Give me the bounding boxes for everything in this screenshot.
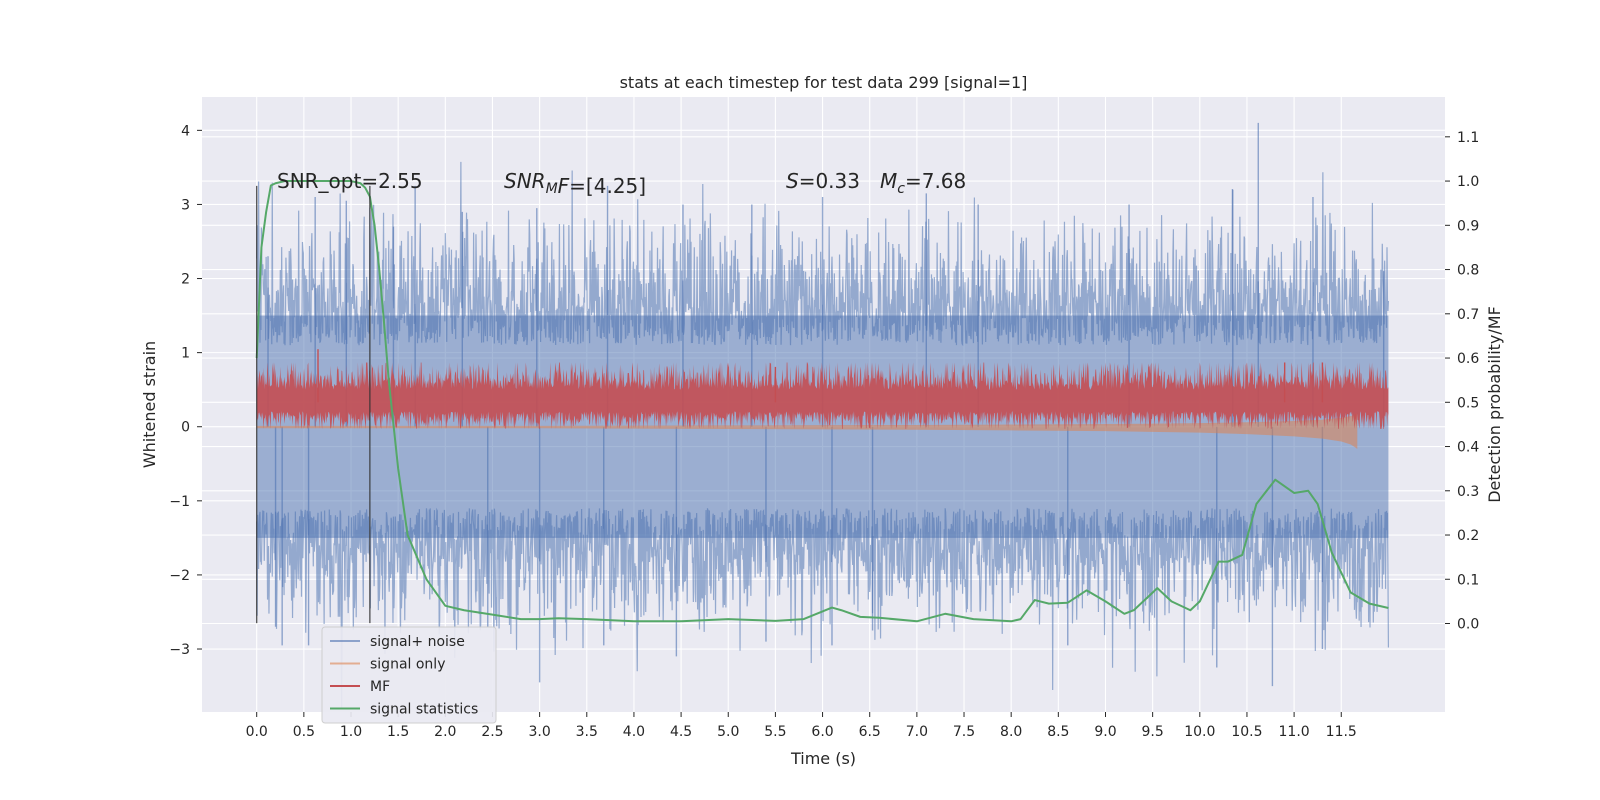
y2-tick-label: 0.9 [1457,218,1479,234]
x-tick-label: 0.5 [293,724,315,740]
annotation-s: S=0.33 [786,169,860,193]
annotation-snr-mf-main: SNR [504,169,546,193]
signal-noise-lower [256,507,1390,708]
plot-content [255,122,1390,708]
signal-statistics-line [255,180,1389,623]
x-tick-label: 8.0 [1000,724,1022,740]
markers [256,185,371,624]
x-tick-label: 6.0 [811,724,833,740]
y2-axis-label: Detection probability/MF [1485,306,1504,503]
x-axis: 0.0 0.5 1.0 1.5 2.0 2.5 3.0 3.5 4.0 4.5 5.0 5.5 6.0 6… [246,712,1357,740]
y2-tick-label: 0.0 [1457,617,1479,633]
series-mf [256,349,1389,429]
x-tick-label: 3.0 [528,724,550,740]
annotation-mc-main: M [880,169,897,193]
x-tick-label: 11.0 [1279,724,1310,740]
x-tick-label: 9.0 [1094,724,1116,740]
x-tick-label: 7.0 [906,724,928,740]
y-tick-label: −1 [169,494,190,510]
y2-tick-label: 0.1 [1457,572,1479,588]
x-tick-label: 7.5 [953,724,975,740]
y2-tick-label: 0.3 [1457,484,1479,500]
y2-tick-label: 1.1 [1457,130,1479,146]
x-tick-label: 0.0 [246,724,268,740]
legend-label: signal statistics [370,702,478,718]
y-axis-label: Whitened strain [140,341,159,468]
annotation-s-main: S [786,169,799,193]
series-signal-only [256,413,1358,449]
x-axis-label: Time (s) [790,749,856,768]
y-axis-right: 1.1 1.0 0.9 0.8 0.7 0.6 0.5 0.4 0.3 0.2 0.1 0.0 [1445,130,1479,633]
y2-tick-label: 0.8 [1457,263,1479,279]
x-tick-label: 11.5 [1326,724,1357,740]
series-signal-statistics [255,180,1389,623]
y-tick-label: −2 [169,568,190,584]
annotations: SNR_opt=2.55 SNRMF=[4.25] S=0.33 Mc=7.68 [277,169,966,198]
x-tick-label: 10.5 [1231,724,1262,740]
y-tick-label: 3 [181,197,190,213]
x-tick-label: 4.0 [623,724,645,740]
y-tick-label: 4 [181,123,190,139]
annotation-snr-mf-f: F [558,174,570,198]
signal-only-area [256,413,1358,449]
annotation-snr-mf-num: =[4.25] [569,174,646,198]
y-tick-label: 1 [181,346,190,362]
x-tick-label: 1.5 [387,724,409,740]
mf-area [256,362,1389,429]
annotation-snr-mf: SNRMF=[4.25] [504,169,646,198]
y2-tick-label: 0.6 [1457,351,1479,367]
y2-tick-label: 0.4 [1457,440,1479,456]
y-axis-left: 4 3 2 1 0 −1 −2 −3 [169,123,202,658]
x-tick-label: 5.0 [717,724,739,740]
legend-box [321,626,497,724]
y-tick-label: −3 [169,642,190,658]
x-tick-label: 10.0 [1184,724,1215,740]
x-tick-label: 4.5 [670,724,692,740]
x-tick-label: 2.0 [434,724,456,740]
y2-tick-label: 0.5 [1457,395,1479,411]
legend-label: signal+ noise [370,634,465,650]
annotation-mc-sub: c [897,181,905,197]
legend: signal+ noise signal only MF signal statist… [321,626,497,724]
y2-tick-label: 1.0 [1457,174,1479,190]
y-tick-label: 0 [181,420,190,436]
y2-tick-label: 0.2 [1457,528,1479,544]
annotation-mc-value: =7.68 [905,169,966,193]
annotation-snr-opt: SNR_opt=2.55 [277,169,423,193]
x-tick-label: 5.5 [764,724,786,740]
x-tick-label: 9.5 [1142,724,1164,740]
legend-label: signal only [370,657,445,673]
y2-tick-label: 0.7 [1457,307,1479,323]
x-tick-label: 3.5 [576,724,598,740]
x-tick-label: 8.5 [1047,724,1069,740]
chart-title: stats at each timestep for test data 299… [620,73,1028,92]
annotation-s-value: =0.33 [799,169,860,193]
legend-label: MF [370,679,390,695]
x-tick-label: 1.0 [340,724,362,740]
annotation-mc: Mc=7.68 [880,169,966,197]
annotation-snr-mf-sub: M [546,181,558,197]
x-tick-label: 6.5 [859,724,881,740]
y-tick-label: 2 [181,272,190,288]
x-tick-label: 2.5 [481,724,503,740]
